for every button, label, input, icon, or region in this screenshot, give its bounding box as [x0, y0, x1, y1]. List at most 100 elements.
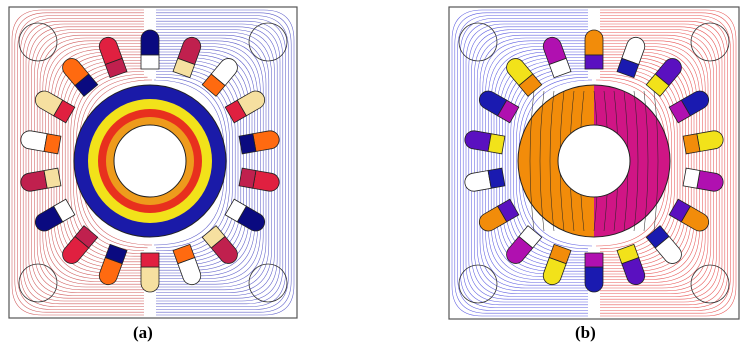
slot-coil-outer — [542, 36, 567, 65]
flux-line-right — [600, 40, 706, 286]
flux-line-right — [600, 46, 700, 280]
flux-line-left — [25, 23, 144, 302]
flux-line-right — [600, 9, 737, 317]
slot-coil-inner — [238, 167, 257, 189]
stator-slot — [616, 36, 646, 79]
flux-line-right — [600, 71, 675, 255]
stator-slot — [542, 243, 572, 286]
flux-line-right — [156, 20, 284, 305]
flux-line-left — [62, 60, 144, 265]
flux-line-left — [50, 48, 144, 277]
rotor-flux-line — [643, 90, 649, 232]
flux-line-left — [457, 15, 588, 311]
slot-coil-outer — [464, 170, 492, 192]
slot-coil-outer — [210, 58, 238, 87]
flux-line-left — [39, 37, 144, 288]
shaft-hole — [557, 124, 631, 198]
rotor — [73, 84, 227, 238]
flux-line-right — [600, 23, 723, 303]
flux-line-right — [156, 54, 250, 271]
slot-coil-inner — [645, 225, 670, 249]
flux-line-left — [496, 54, 588, 272]
slot-coil-outer — [62, 235, 90, 264]
mounting-hole-icon — [690, 22, 730, 62]
slot-coil-inner — [43, 133, 62, 155]
flux-line-right — [600, 29, 717, 297]
flux-line-left — [479, 37, 588, 289]
flux-line-left — [36, 34, 144, 291]
slot-coil-outer — [20, 130, 48, 152]
flux-line-right — [156, 74, 230, 251]
stator-slot — [682, 167, 724, 192]
stator-slot — [478, 198, 520, 232]
flux-line-right — [156, 9, 295, 316]
slot-coil-outer — [98, 36, 123, 65]
stator-slot — [645, 225, 682, 264]
slot-coil-inner — [497, 198, 520, 223]
slot-coil-inner — [172, 57, 196, 79]
slot-coil-inner — [584, 252, 604, 268]
flux-line-right — [600, 62, 684, 264]
flux-line-right — [156, 68, 236, 257]
flux-line-left — [31, 29, 144, 296]
slot-coil-inner — [224, 99, 247, 124]
flux-line-right — [156, 32, 272, 293]
stator-slots — [20, 29, 280, 293]
flux-lines — [11, 9, 295, 316]
slot-coil-outer — [140, 266, 160, 293]
flux-line-right — [600, 48, 698, 278]
stator-slot — [506, 58, 543, 97]
slot-coil-outer — [20, 170, 48, 192]
slot-coil-outer — [140, 29, 160, 56]
shaft-hole — [113, 124, 187, 198]
slot-coil-outer — [584, 29, 604, 56]
slot-coil-inner — [172, 243, 196, 265]
slot-coil-inner — [238, 133, 257, 155]
stator-slot — [682, 130, 724, 155]
stator-slot — [506, 225, 543, 264]
slot-coil-inner — [104, 57, 128, 79]
field-plot-group — [8, 6, 298, 319]
slot-coil-inner — [548, 57, 572, 79]
flux-line-right — [156, 23, 281, 302]
stator-slot — [62, 58, 99, 97]
slot-coil-outer — [680, 90, 710, 117]
flux-line-right — [156, 18, 286, 307]
stator-slot — [98, 243, 128, 286]
slot-coil-inner — [74, 225, 99, 249]
stator-slot — [668, 90, 710, 124]
flux-line-right — [600, 20, 726, 306]
flux-line-left — [504, 62, 588, 264]
stator-slot — [140, 252, 160, 293]
stator-slot — [584, 29, 604, 70]
flux-line-left — [465, 23, 588, 303]
flux-line-right — [156, 43, 261, 282]
slot-coil-outer — [478, 205, 508, 232]
slot-coil-outer — [478, 90, 508, 117]
flux-line-left — [462, 20, 588, 306]
flux-line-right — [600, 37, 709, 289]
flux-line-right — [600, 57, 689, 269]
rotor-flux-line — [549, 90, 555, 232]
flux-line-left — [70, 68, 144, 257]
flux-line-left — [11, 9, 144, 316]
flux-line-right — [600, 32, 714, 294]
slot-coil-outer — [621, 257, 646, 286]
flux-line-left — [53, 51, 144, 274]
panel-a-field-plot — [8, 6, 298, 319]
slot-coil-inner — [584, 54, 604, 70]
slot-coil-inner — [487, 167, 506, 189]
flux-line-right — [156, 65, 239, 260]
flux-line-left — [48, 46, 144, 279]
stator-slot — [668, 198, 710, 232]
mounting-hole-icon — [18, 22, 58, 62]
flux-line-right — [156, 46, 258, 279]
flux-line-left — [460, 18, 588, 308]
flux-line-right — [156, 48, 256, 277]
flux-line-right — [600, 12, 734, 314]
stator-slot — [140, 29, 160, 70]
slot-coil-inner — [668, 198, 691, 223]
mounting-hole-icon — [18, 263, 58, 303]
stator-slot — [584, 252, 604, 293]
slot-coil-inner — [201, 73, 226, 97]
